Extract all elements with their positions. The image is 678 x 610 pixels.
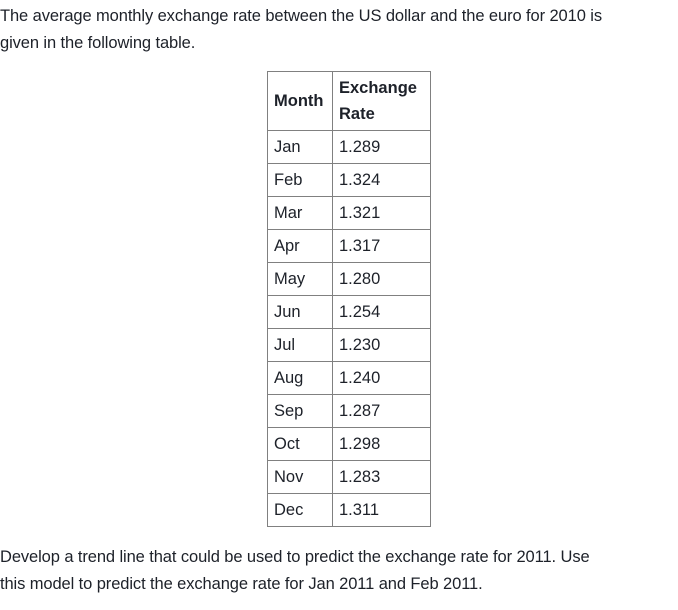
- rate-cell: 1.280: [332, 262, 431, 296]
- table-row: Aug 1.240: [267, 361, 431, 395]
- rate-cell: 1.311: [332, 493, 431, 527]
- month-cell: Mar: [267, 196, 333, 230]
- table-row: Apr 1.317: [267, 229, 431, 263]
- exchange-rate-column-header: Exchange Rate: [332, 71, 431, 131]
- table-row: Sep 1.287: [267, 394, 431, 428]
- exchange-rate-table: Month Exchange Rate Jan 1.289 Feb 1.324 …: [267, 71, 431, 527]
- table-row: May 1.280: [267, 262, 431, 296]
- rate-cell: 1.289: [332, 130, 431, 164]
- rate-cell: 1.317: [332, 229, 431, 263]
- rate-cell: 1.298: [332, 427, 431, 461]
- table-row: Jun 1.254: [267, 295, 431, 329]
- rate-cell: 1.240: [332, 361, 431, 395]
- month-cell: Feb: [267, 163, 333, 197]
- month-cell: Dec: [267, 493, 333, 527]
- month-column-header: Month: [267, 71, 333, 131]
- intro-paragraph: The average monthly exchange rate betwee…: [0, 0, 678, 57]
- table-row: Jan 1.289: [267, 130, 431, 164]
- month-cell: Jul: [267, 328, 333, 362]
- table-header: Month Exchange Rate: [267, 71, 431, 131]
- month-cell: Nov: [267, 460, 333, 494]
- question-line: Develop a trend line that could be used …: [0, 548, 590, 566]
- month-cell: Oct: [267, 427, 333, 461]
- table-header-row: Month Exchange Rate: [267, 71, 431, 131]
- rate-cell: 1.230: [332, 328, 431, 362]
- table-row: Nov 1.283: [267, 460, 431, 494]
- month-cell: Apr: [267, 229, 333, 263]
- question-paragraph: Develop a trend line that could be used …: [0, 544, 678, 598]
- month-cell: Jan: [267, 130, 333, 164]
- rate-cell: 1.287: [332, 394, 431, 428]
- month-cell: Aug: [267, 361, 333, 395]
- table-row: Jul 1.230: [267, 328, 431, 362]
- intro-line: given in the following table.: [0, 34, 196, 52]
- month-cell: Jun: [267, 295, 333, 329]
- rate-cell: 1.321: [332, 196, 431, 230]
- question-line: this model to predict the exchange rate …: [0, 575, 483, 593]
- month-cell: Sep: [267, 394, 333, 428]
- rate-cell: 1.324: [332, 163, 431, 197]
- table-row: Dec 1.311: [267, 493, 431, 527]
- table-body: Jan 1.289 Feb 1.324 Mar 1.321 Apr 1.317 …: [267, 130, 431, 527]
- month-cell: May: [267, 262, 333, 296]
- table-row: Feb 1.324: [267, 163, 431, 197]
- rate-cell: 1.254: [332, 295, 431, 329]
- table-row: Oct 1.298: [267, 427, 431, 461]
- table-row: Mar 1.321: [267, 196, 431, 230]
- rate-cell: 1.283: [332, 460, 431, 494]
- intro-line: The average monthly exchange rate betwee…: [0, 7, 602, 25]
